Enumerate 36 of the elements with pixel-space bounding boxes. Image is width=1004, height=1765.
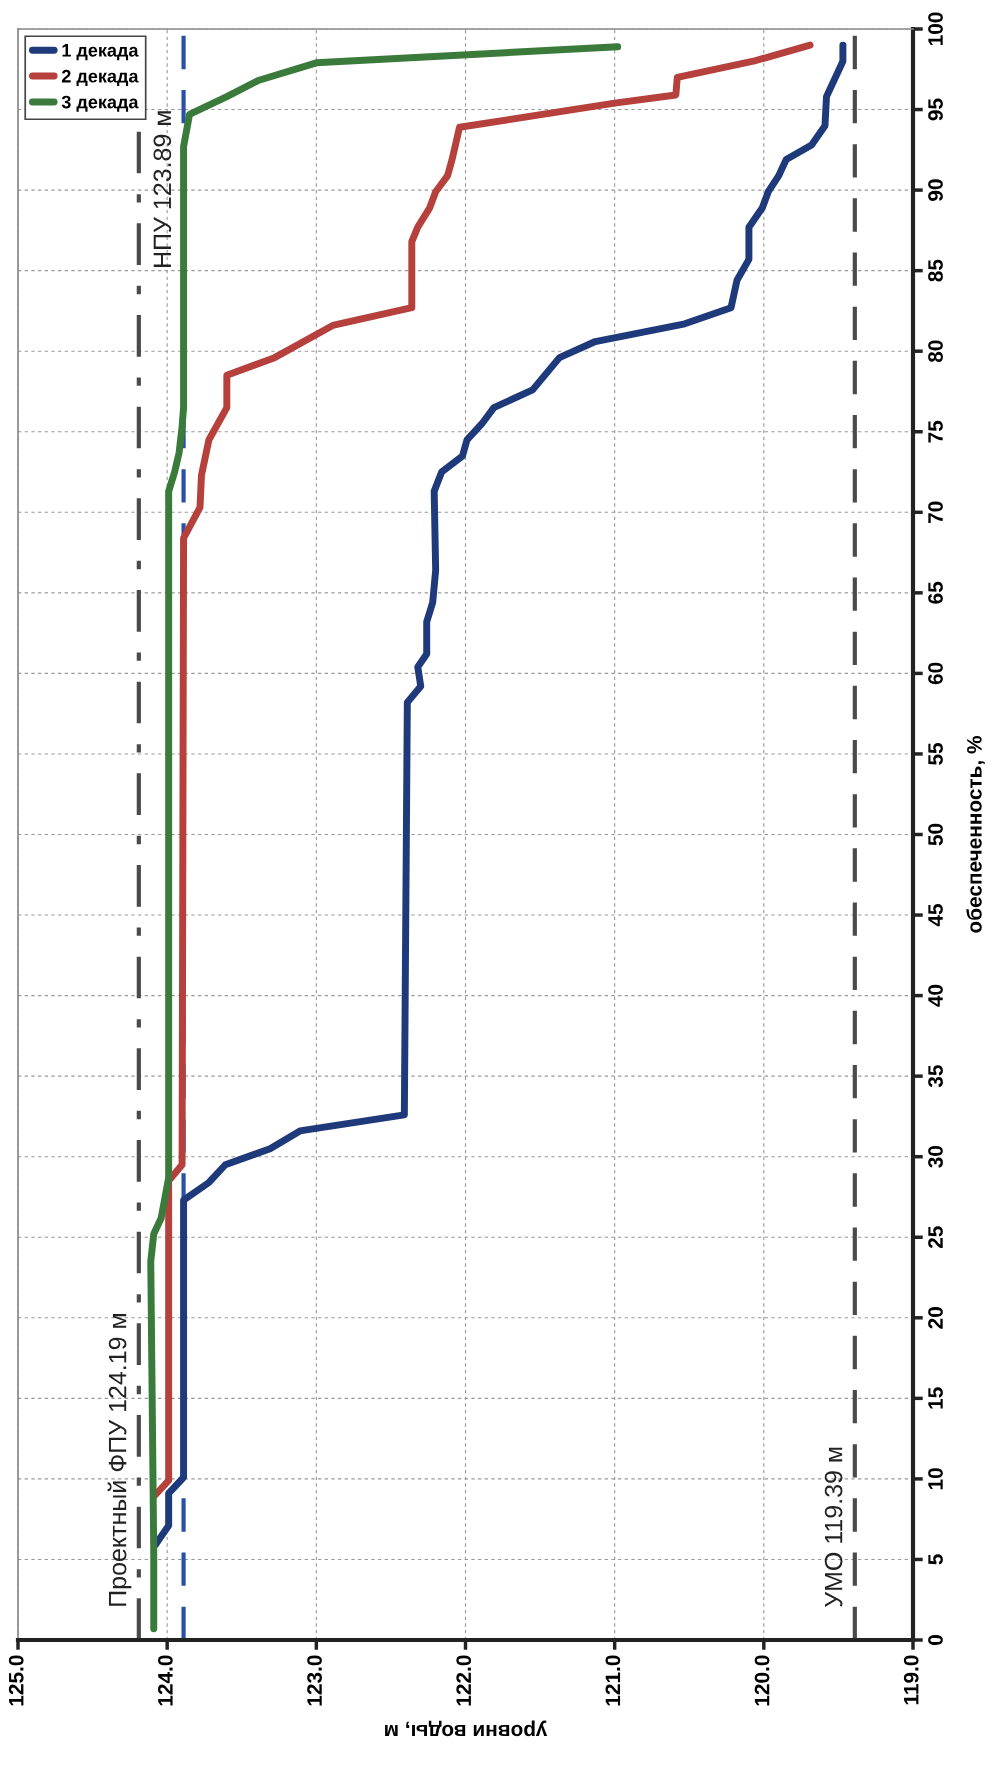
y-tick-label: 35 (928, 1065, 943, 1088)
y-tick-label: 75 (928, 420, 943, 443)
ref-line-label: НПУ 123.89 м (153, 111, 172, 267)
x-axis-title: уровни воды, м (385, 1720, 548, 1737)
y-tick-label: 100 (928, 12, 943, 46)
legend-label: 2 декада (61, 69, 139, 86)
y-tick-label: 90 (928, 179, 943, 201)
y-tick-label: 15 (928, 1387, 943, 1409)
ref-line-label: Проектный ФПУ 124.19 м (107, 1314, 132, 1606)
x-tick-label: 120.0 (754, 1655, 770, 1706)
legend-label: 1 декада (62, 44, 139, 61)
legend-label: 3 декада (61, 95, 139, 112)
y-tick-label: 45 (928, 904, 943, 927)
x-tick-label: 124.0 (158, 1655, 173, 1706)
x-tick-label: 125.0 (8, 1655, 24, 1706)
y-tick-label: 20 (928, 1307, 943, 1329)
y-tick-label: 60 (928, 662, 943, 685)
y-tick-label: 65 (928, 581, 943, 604)
y-tick-label: 85 (928, 259, 943, 282)
y-tick-label: 5 (928, 1554, 943, 1565)
y-tick-label: 10 (928, 1468, 943, 1490)
y-tick-label: 55 (928, 742, 943, 765)
x-tick-label: 123.0 (307, 1655, 322, 1706)
y-tick-label: 25 (928, 1226, 943, 1249)
y-axis-title: обеспеченность, % (966, 735, 985, 933)
y-tick-label: 0 (928, 1635, 943, 1645)
y-tick-label: 70 (928, 501, 943, 523)
y-tick-label: 95 (928, 98, 943, 121)
y-tick-label: 40 (928, 984, 943, 1007)
ref-line-label: УМО 119.39 м (824, 1447, 843, 1608)
x-tick-label: 119.0 (903, 1655, 919, 1705)
y-tick-label: 80 (928, 340, 943, 363)
y-tick-label: 30 (928, 1145, 943, 1168)
y-tick-label: 50 (928, 823, 943, 846)
x-tick-label: 122.0 (456, 1655, 472, 1706)
x-tick-label: 121.0 (605, 1655, 621, 1706)
